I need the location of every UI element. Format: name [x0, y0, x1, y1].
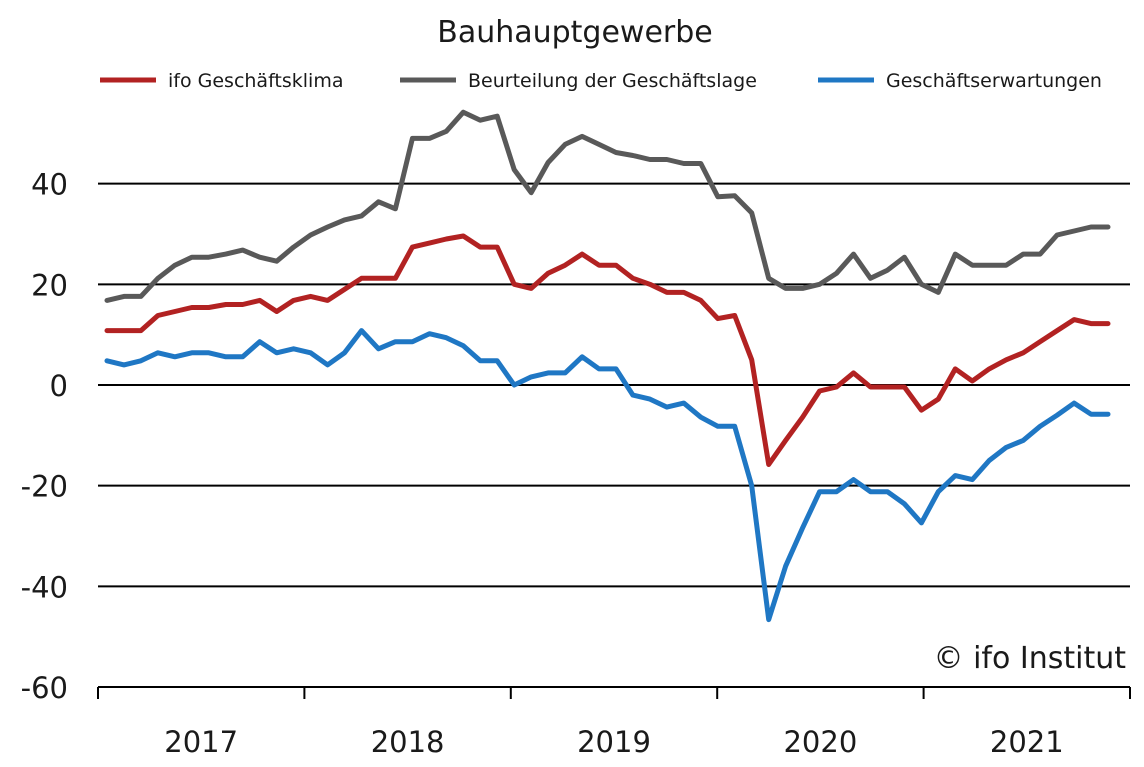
y-tick-label: 0: [50, 369, 68, 403]
gridlines: [98, 182, 1130, 588]
x-tick-label: 2019: [577, 725, 651, 759]
x-tick-label: 2018: [371, 725, 445, 759]
legend-label: Geschäftserwartungen: [886, 70, 1102, 92]
x-tick-label: 2021: [990, 725, 1064, 759]
y-tick-label: -40: [21, 570, 68, 604]
y-axis-ticks: 40 20 0 -20 -40 -60: [21, 168, 68, 705]
series-lines: [104, 109, 1111, 623]
series-line-1: [104, 109, 1111, 303]
x-axis: 2017 2018 2019 2020 2021: [97, 686, 1131, 759]
legend-label: Beurteilung der Geschäftslage: [468, 70, 757, 92]
y-tick-label: 20: [31, 268, 68, 302]
x-tick-label: 2020: [783, 725, 857, 759]
series-line-2: [104, 328, 1111, 623]
legend: ifo Geschäftsklima Beurteilung der Geschä…: [100, 70, 1102, 92]
x-tick-label: 2017: [164, 725, 238, 759]
y-tick-label: -20: [21, 470, 68, 504]
y-tick-label: 40: [31, 168, 68, 202]
copyright-watermark: © ifo Institut: [934, 641, 1127, 676]
y-tick-label: -60: [21, 671, 68, 705]
series-line-0: [104, 233, 1111, 467]
chart-title: Bauhauptgewerbe: [437, 15, 713, 50]
legend-label: ifo Geschäftsklima: [168, 70, 344, 92]
